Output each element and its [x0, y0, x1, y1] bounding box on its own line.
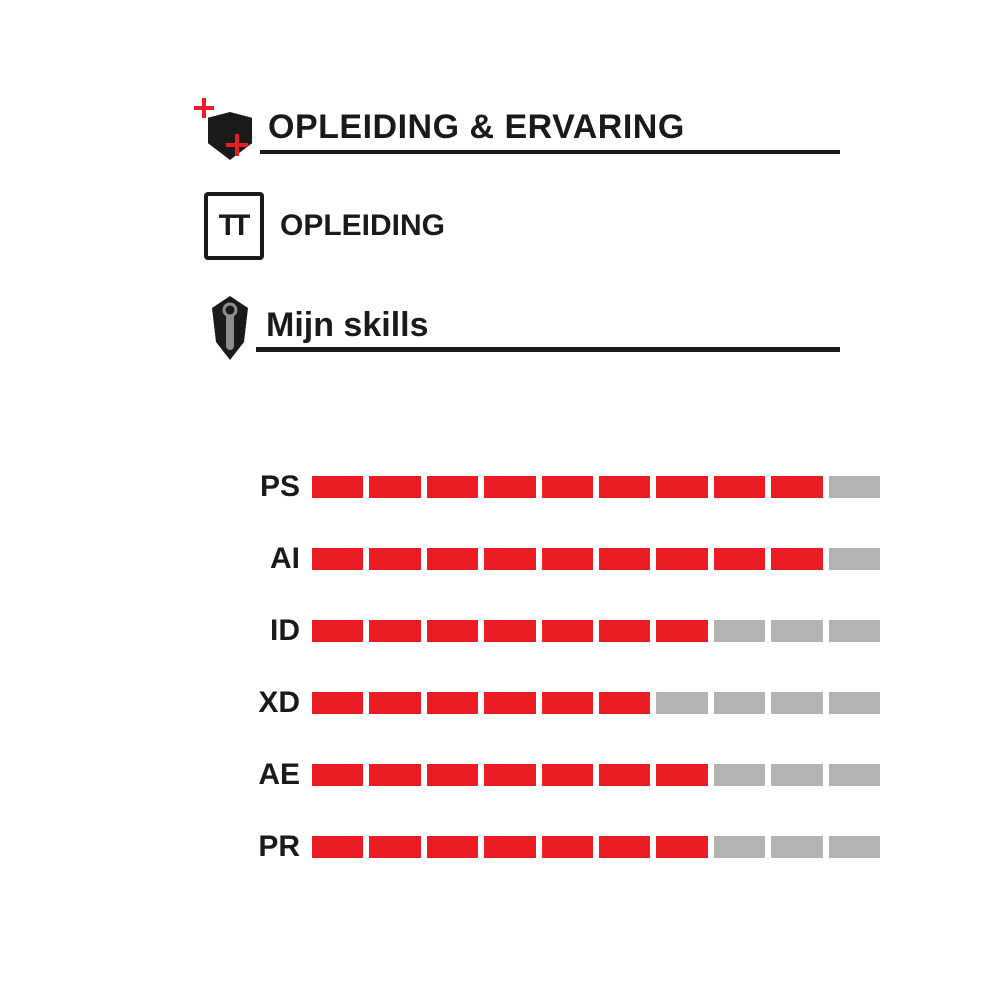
- skill-label: PR: [120, 830, 312, 864]
- skill-segment: [829, 764, 880, 786]
- skill-segment: [656, 836, 707, 858]
- skill-segment: [599, 692, 650, 714]
- skill-bar: [312, 548, 880, 570]
- skill-segment: [427, 764, 478, 786]
- skill-segment: [714, 548, 765, 570]
- pen-nib-icon: [206, 294, 254, 364]
- skill-segment: [714, 836, 765, 858]
- skills-heading: Mijn skills: [266, 306, 840, 345]
- skill-label: ID: [120, 614, 312, 648]
- skill-bar: [312, 764, 880, 786]
- skill-row: ID: [120, 614, 880, 648]
- skill-segment: [369, 476, 420, 498]
- skill-segment: [771, 476, 822, 498]
- skill-segment: [599, 836, 650, 858]
- skill-label: PS: [120, 470, 312, 504]
- skill-segment: [542, 836, 593, 858]
- skill-segment: [427, 836, 478, 858]
- skill-segment: [714, 620, 765, 642]
- skill-segment: [599, 476, 650, 498]
- skill-label: AE: [120, 758, 312, 792]
- skill-segment: [427, 548, 478, 570]
- skill-segment: [771, 836, 822, 858]
- subtitle: OPLEIDING: [280, 209, 445, 243]
- skill-segment: [484, 764, 535, 786]
- skill-segment: [369, 692, 420, 714]
- skill-segment: [771, 692, 822, 714]
- skill-segment: [829, 836, 880, 858]
- skill-label: AI: [120, 542, 312, 576]
- skill-bar: [312, 620, 880, 642]
- skill-segment: [312, 548, 363, 570]
- skill-segment: [542, 476, 593, 498]
- skill-segment: [484, 836, 535, 858]
- skill-segment: [542, 620, 593, 642]
- skill-segment: [484, 548, 535, 570]
- skill-segment: [484, 476, 535, 498]
- shield-icon: [200, 104, 260, 164]
- skill-bar: [312, 692, 880, 714]
- skill-row: XD: [120, 686, 880, 720]
- header-title-row: OPLEIDING & ERVARING: [200, 110, 840, 164]
- skill-bar: [312, 476, 880, 498]
- skill-segment: [829, 692, 880, 714]
- skill-segment: [427, 620, 478, 642]
- skill-segment: [656, 692, 707, 714]
- skill-segment: [599, 548, 650, 570]
- skill-segment: [714, 476, 765, 498]
- skill-segment: [771, 764, 822, 786]
- plus-icon: [194, 98, 214, 118]
- skill-segment: [369, 548, 420, 570]
- skill-segment: [312, 692, 363, 714]
- skill-segment: [656, 764, 707, 786]
- skill-segment: [542, 692, 593, 714]
- skill-segment: [714, 764, 765, 786]
- skill-segment: [369, 764, 420, 786]
- skill-label: XD: [120, 686, 312, 720]
- skill-segment: [829, 476, 880, 498]
- skill-segment: [656, 620, 707, 642]
- skill-segment: [771, 548, 822, 570]
- skill-row: PR: [120, 830, 880, 864]
- skill-segment: [599, 764, 650, 786]
- skill-row: AI: [120, 542, 880, 576]
- skill-segment: [771, 620, 822, 642]
- skill-segment: [484, 692, 535, 714]
- title-underline: [260, 150, 840, 154]
- skills-list: PS AI ID XD AE PR: [120, 470, 880, 902]
- skill-segment: [312, 620, 363, 642]
- skill-segment: [369, 620, 420, 642]
- skill-row: PS: [120, 470, 880, 504]
- skill-segment: [656, 548, 707, 570]
- skills-heading-row: Mijn skills: [200, 294, 840, 364]
- skill-segment: [714, 692, 765, 714]
- skill-bar: [312, 836, 880, 858]
- education-icon: TT: [204, 192, 264, 260]
- skill-segment: [312, 836, 363, 858]
- skill-segment: [542, 764, 593, 786]
- skill-segment: [542, 548, 593, 570]
- skill-segment: [656, 476, 707, 498]
- subtitle-row: TT OPLEIDING: [200, 192, 840, 260]
- skill-segment: [484, 620, 535, 642]
- page-title: OPLEIDING & ERVARING: [268, 110, 840, 144]
- plus-icon: [226, 134, 248, 156]
- skill-segment: [427, 476, 478, 498]
- skill-segment: [312, 764, 363, 786]
- skill-segment: [369, 836, 420, 858]
- skill-segment: [427, 692, 478, 714]
- skills-underline: [256, 347, 840, 352]
- skill-segment: [599, 620, 650, 642]
- skill-segment: [312, 476, 363, 498]
- skill-segment: [829, 620, 880, 642]
- skill-segment: [829, 548, 880, 570]
- skill-row: AE: [120, 758, 880, 792]
